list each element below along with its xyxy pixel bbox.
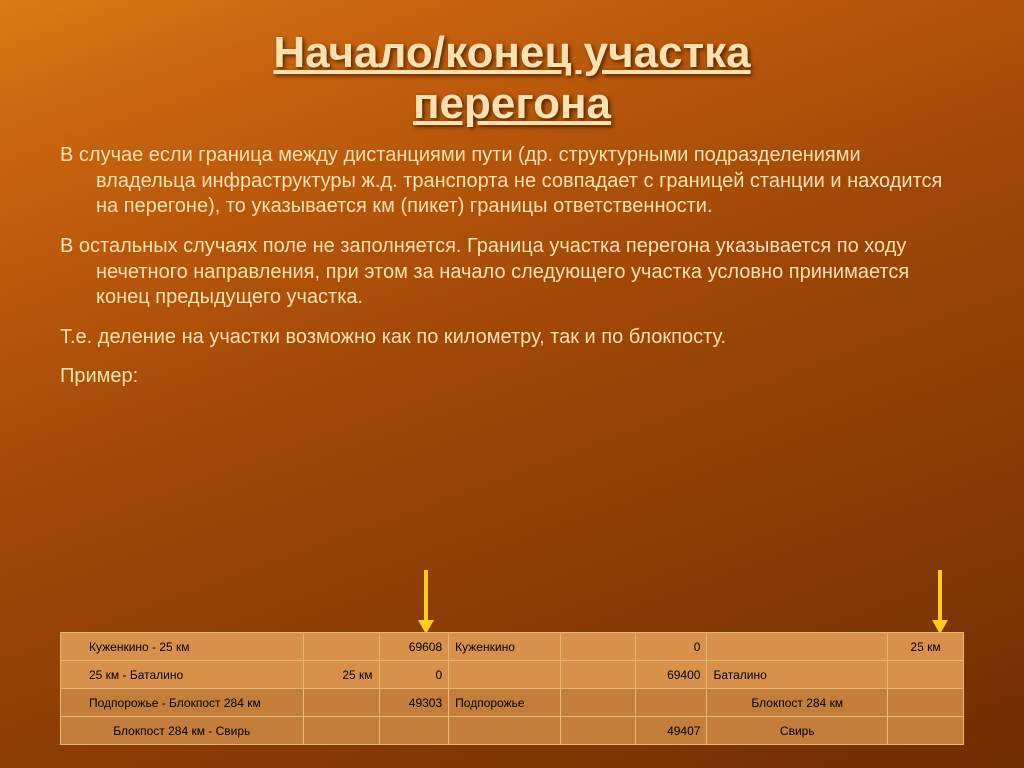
- table-cell: 49303: [379, 689, 449, 717]
- arrow-icon: [938, 570, 942, 622]
- arrow-callouts: [0, 570, 1024, 630]
- table-cell: Блокпост 284 км - Свирь: [61, 717, 304, 745]
- table-cell: [379, 717, 449, 745]
- arrow-icon: [424, 570, 428, 622]
- table-cell: [449, 717, 560, 745]
- table-cell: Подпорожье: [449, 689, 560, 717]
- table-cell: 0: [379, 661, 449, 689]
- table-row: Подпорожье - Блокпост 284 км 49303Подпоро…: [61, 689, 964, 717]
- paragraph-1: В случае если граница между дистанциями …: [60, 143, 964, 220]
- table-cell: [560, 661, 636, 689]
- table-body: Куженкино - 25 км69608Куженкино025 км25 …: [61, 633, 964, 745]
- table-row: Куженкино - 25 км 69608Куженкино 0 25 км: [61, 633, 964, 661]
- table-cell: Подпорожье - Блокпост 284 км: [61, 689, 304, 717]
- table-cell: [888, 689, 964, 717]
- table-cell: 69608: [379, 633, 449, 661]
- table-cell: Куженкино - 25 км: [61, 633, 304, 661]
- table-cell: 69400: [636, 661, 707, 689]
- table-cell: Баталино: [707, 661, 888, 689]
- table-cell: [303, 633, 379, 661]
- table-cell: 49407: [636, 717, 707, 745]
- example-label: Пример:: [60, 364, 964, 390]
- table-cell: [707, 633, 888, 661]
- paragraph-2: В остальных случаях поле не заполняется.…: [60, 234, 964, 311]
- title-line-1: Начало/конец участка: [273, 28, 750, 77]
- table-cell: [560, 717, 636, 745]
- table-cell: [303, 717, 379, 745]
- table-cell: 25 км: [303, 661, 379, 689]
- table-row: 25 км - Баталино25 км0 69400Баталино: [61, 661, 964, 689]
- slide-title: Начало/конец участка перегона: [0, 0, 1024, 129]
- slide: { "title_line1": "Начало/конец участка",…: [0, 0, 1024, 768]
- table-cell: Блокпост 284 км: [707, 689, 888, 717]
- paragraph-3: Т.е. деление на участки возможно как по …: [60, 325, 964, 351]
- table-row: Блокпост 284 км - Свирь 49407Свирь: [61, 717, 964, 745]
- table-cell: 25 км: [888, 633, 964, 661]
- table-cell: [449, 661, 560, 689]
- table-cell: [560, 633, 636, 661]
- title-line-2: перегона: [413, 79, 611, 128]
- table-cell: [636, 689, 707, 717]
- table-cell: 25 км - Баталино: [61, 661, 304, 689]
- example-table: Куженкино - 25 км69608Куженкино025 км25 …: [60, 632, 964, 745]
- table-cell: [303, 689, 379, 717]
- table-cell: [560, 689, 636, 717]
- table-cell: Куженкино: [449, 633, 560, 661]
- slide-body: В случае если граница между дистанциями …: [0, 129, 1024, 390]
- table-cell: 0: [636, 633, 707, 661]
- table-cell: [888, 661, 964, 689]
- table-cell: Свирь: [707, 717, 888, 745]
- table-cell: [888, 717, 964, 745]
